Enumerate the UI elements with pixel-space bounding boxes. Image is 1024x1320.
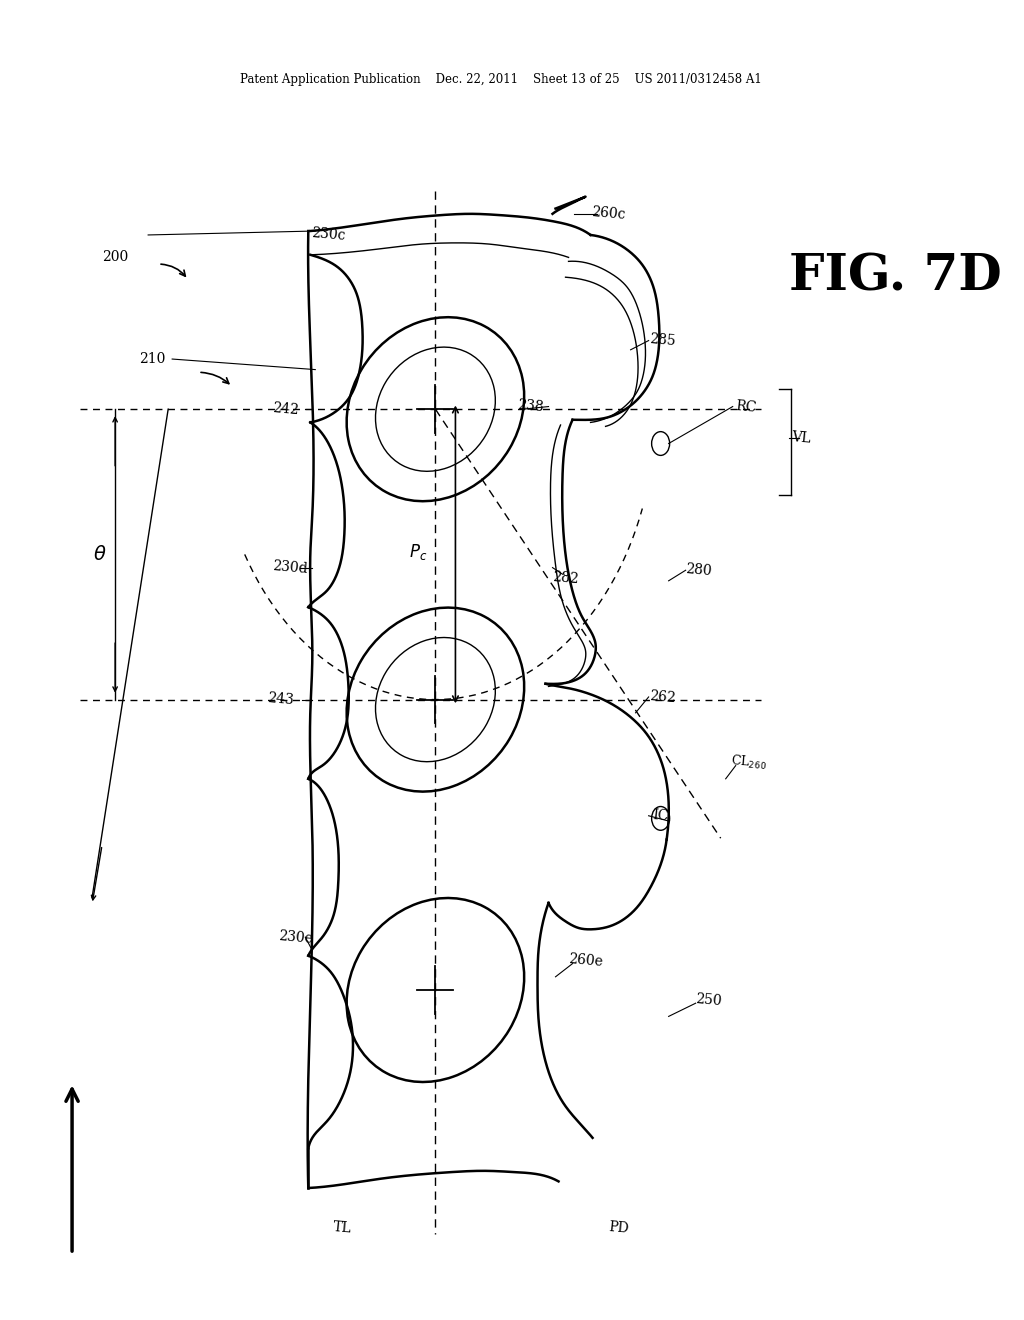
Text: 243: 243 xyxy=(266,692,294,708)
Text: 230e: 230e xyxy=(278,929,313,945)
Text: VL: VL xyxy=(791,430,811,446)
Text: 230d: 230d xyxy=(272,560,308,576)
Text: 242: 242 xyxy=(271,401,299,417)
Text: TL: TL xyxy=(333,1220,352,1236)
Text: 210: 210 xyxy=(139,352,165,366)
Text: 260e: 260e xyxy=(567,953,603,969)
Text: PD: PD xyxy=(608,1220,630,1236)
Text: $P_c$: $P_c$ xyxy=(410,541,428,562)
Text: IC: IC xyxy=(652,808,670,824)
Text: 282: 282 xyxy=(552,570,580,586)
Text: 238: 238 xyxy=(517,399,544,414)
Text: 285: 285 xyxy=(649,333,676,348)
Text: CL$_{260}$: CL$_{260}$ xyxy=(730,754,767,772)
Text: 280: 280 xyxy=(685,562,713,578)
Text: Patent Application Publication    Dec. 22, 2011    Sheet 13 of 25    US 2011/031: Patent Application Publication Dec. 22, … xyxy=(240,73,762,86)
Text: RC: RC xyxy=(734,399,757,414)
Text: 230c: 230c xyxy=(310,227,346,243)
Text: 250: 250 xyxy=(695,993,722,1008)
Text: 200: 200 xyxy=(102,251,128,264)
Text: $\theta$: $\theta$ xyxy=(93,545,106,564)
Text: FIG. 7D: FIG. 7D xyxy=(790,252,1002,302)
Text: 262: 262 xyxy=(649,689,676,705)
Text: 260c: 260c xyxy=(591,206,627,222)
